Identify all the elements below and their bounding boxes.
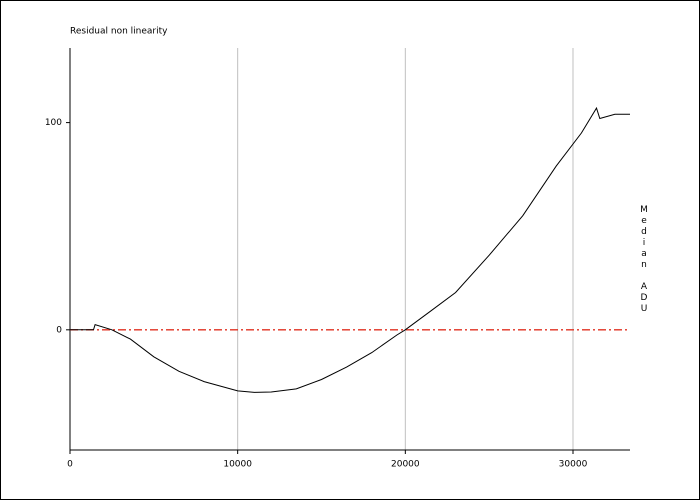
- x-tick-label: 10000: [223, 460, 252, 470]
- y-axis-label: Median ADU: [639, 205, 649, 315]
- x-tick-label: 0: [67, 460, 73, 470]
- chart-title: Residual non linearity: [70, 27, 168, 37]
- y-tick-label: 0: [56, 325, 62, 335]
- x-tick-label: 30000: [559, 460, 588, 470]
- x-tick-label: 20000: [391, 460, 420, 470]
- data-line: [70, 106, 630, 393]
- y-tick-label: 100: [45, 118, 62, 128]
